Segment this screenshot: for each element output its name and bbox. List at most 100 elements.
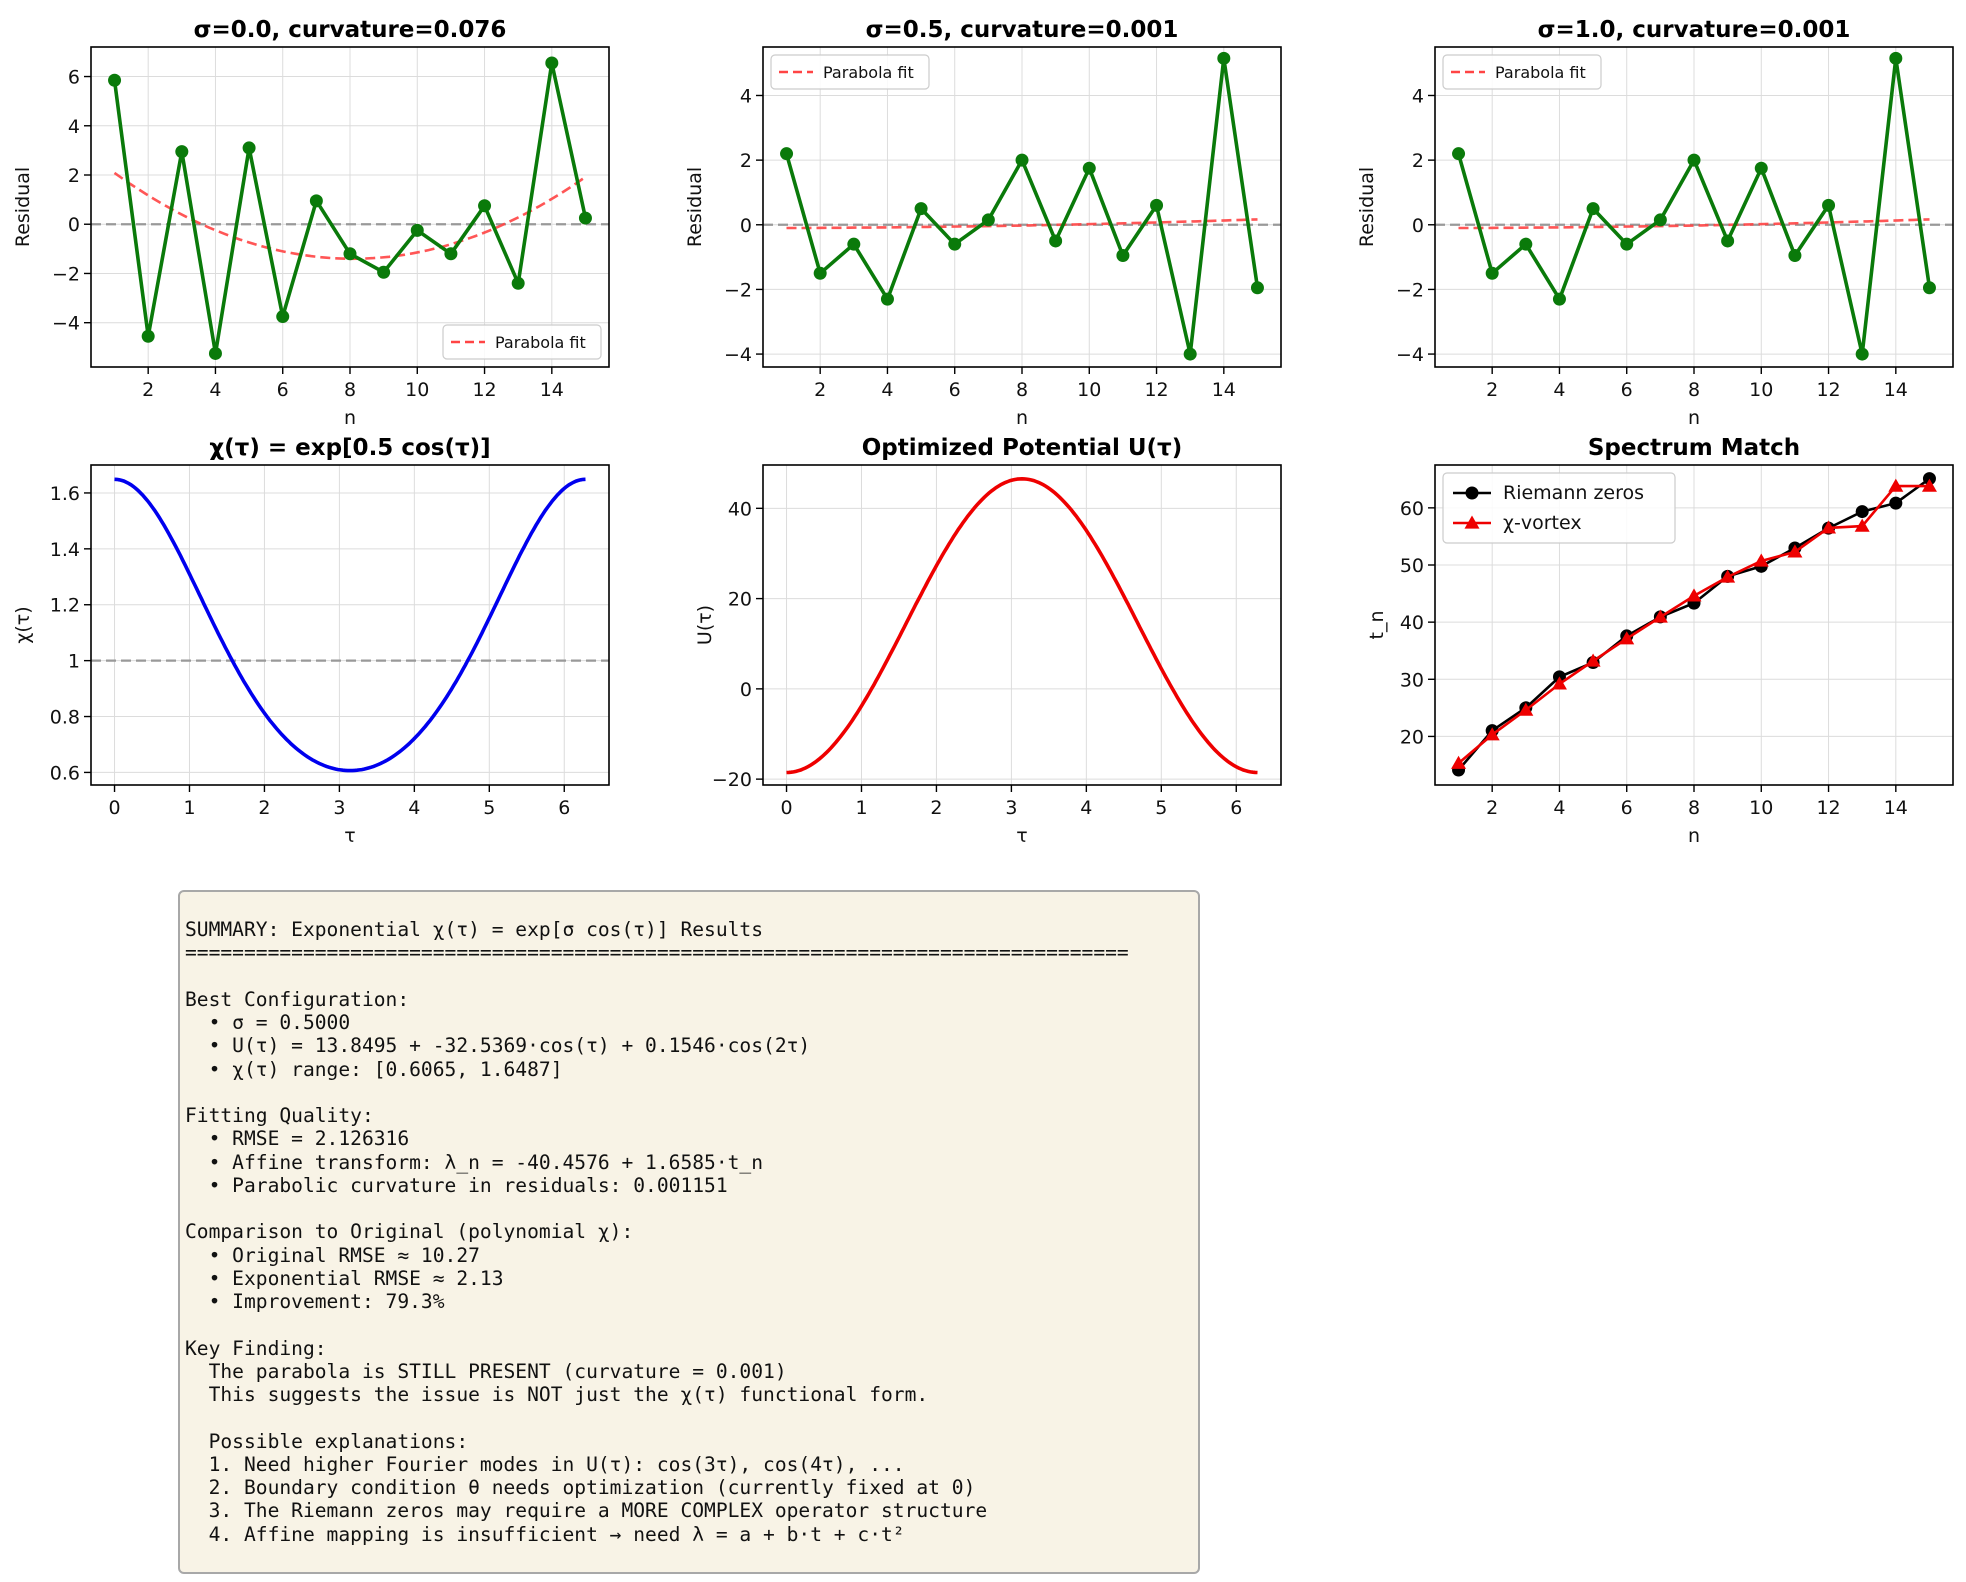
x-axis-label: n	[1688, 407, 1700, 429]
summary-line: Comparison to Original (polynomial χ):	[185, 1220, 634, 1244]
summary-line: • RMSE = 2.126316	[185, 1127, 410, 1151]
x-tick-label: 3	[1005, 797, 1017, 819]
residual-point	[1620, 237, 1634, 251]
vortex-point	[1451, 755, 1467, 769]
residual-point	[208, 346, 222, 360]
y-tick-label: 1	[68, 651, 80, 673]
y-tick-label: 2	[1412, 150, 1424, 172]
residual-point	[309, 194, 323, 208]
y-axis-label: Residual	[12, 167, 34, 247]
x-tick-label: 2	[142, 379, 154, 401]
residual-point	[343, 247, 357, 261]
x-tick-label: 1	[855, 797, 867, 819]
residual-point	[1150, 198, 1164, 212]
residual-point	[578, 211, 592, 225]
chart-potential-function: 0 1 2 3 4 5 6 −20 0 20 40 Optimized Potential U(τ) τ…	[694, 435, 1282, 847]
x-tick-label: 8	[1016, 379, 1028, 401]
x-axis-label: τ	[344, 825, 355, 847]
residual-point	[1822, 198, 1836, 212]
y-tick-label: 0	[1412, 215, 1424, 237]
legend-label: Parabola fit	[1495, 63, 1586, 82]
x-tick-label: 8	[344, 379, 356, 401]
axes-frame	[762, 464, 1282, 786]
residual-point	[948, 237, 962, 251]
residual-point	[1049, 234, 1063, 248]
y-tick-label: 60	[1400, 498, 1424, 520]
x-tick-label: 6	[558, 797, 570, 819]
x-tick-label: 14	[1884, 797, 1908, 819]
x-tick-label: 2	[258, 797, 270, 819]
residual-point	[1922, 281, 1936, 295]
residual-point	[478, 199, 492, 213]
residual-point	[1485, 266, 1499, 280]
x-tick-label: 6	[949, 379, 961, 401]
y-tick-label: 40	[728, 498, 752, 520]
x-tick-label: 10	[1077, 379, 1101, 401]
summary-line: Fitting Quality:	[185, 1104, 374, 1127]
summary-line: The parabola is STILL PRESENT (curvature…	[185, 1359, 787, 1383]
summary-line: 4. Affine mapping is insufficient → need…	[185, 1522, 905, 1546]
vortex-point	[1518, 702, 1534, 716]
plot-area	[91, 477, 609, 773]
vortex-point	[1551, 676, 1567, 690]
residual-point	[1552, 292, 1566, 306]
summary-line: 2. Boundary condition θ needs optimizati…	[185, 1476, 976, 1499]
x-tick-label: 4	[881, 379, 893, 401]
x-tick-label: 1	[183, 797, 195, 819]
residual-point	[981, 213, 995, 227]
legend: Riemann zeros χ-vortex	[1442, 472, 1676, 544]
summary-line: Key Finding:	[185, 1336, 327, 1360]
x-tick-label: 6	[1621, 797, 1633, 819]
legend-label: Parabola fit	[495, 333, 586, 352]
x-tick-label: 6	[1230, 797, 1242, 819]
x-tick-label: 2	[930, 797, 942, 819]
residual-point	[545, 56, 559, 70]
x-axis-label: n	[1016, 407, 1028, 429]
residual-point	[1082, 161, 1096, 175]
y-tick-label: 4	[740, 85, 752, 107]
chart-chi-function: 0 1 2 3 4 5 6 0.6 0.8 1 1.2 1.4 1.6 χ(τ) = exp[0.5 co…	[12, 435, 610, 847]
residual-point	[880, 292, 894, 306]
residual-point	[1586, 202, 1600, 216]
y-tick-label: −2	[52, 263, 80, 285]
summary-line: This suggests the issue is NOT just the …	[185, 1383, 929, 1406]
vortex-point	[1484, 727, 1500, 741]
x-tick-label: 12	[1816, 797, 1840, 819]
x-tick-label: 12	[1144, 379, 1168, 401]
x-tick-label: 4	[1080, 797, 1092, 819]
residual-point	[141, 329, 155, 343]
legend-box	[770, 54, 930, 90]
y-tick-label: −4	[1396, 344, 1424, 366]
x-tick-label: 0	[108, 797, 120, 819]
chart-title: σ=1.0, curvature=0.001	[1538, 17, 1851, 43]
y-tick-label: 20	[1400, 726, 1424, 748]
residual-point	[175, 145, 189, 159]
summary-line: 3. The Riemann zeros may require a MORE …	[185, 1499, 988, 1523]
chart-title: σ=0.5, curvature=0.001	[866, 17, 1179, 43]
x-tick-label: 14	[1212, 379, 1236, 401]
legend-label: Parabola fit	[823, 63, 914, 82]
x-tick-label: 4	[1553, 797, 1565, 819]
vortex-point	[1888, 478, 1904, 492]
legend-box	[1442, 54, 1602, 90]
y-tick-label: 2	[740, 150, 752, 172]
y-tick-label: −20	[712, 769, 752, 791]
chart-title: Optimized Potential U(τ)	[862, 435, 1183, 461]
vortex-point	[1854, 518, 1870, 532]
plot-area	[1435, 51, 1953, 361]
parabola-fit-line	[1458, 218, 1930, 230]
legend-label: Riemann zeros	[1503, 482, 1644, 504]
summary-line: • Improvement: 79.3%	[185, 1290, 445, 1313]
vortex-point	[1787, 544, 1803, 558]
y-tick-label: −4	[52, 313, 80, 335]
summary-line: • Exponential RMSE ≈ 2.13	[185, 1266, 504, 1290]
y-tick-label: 0.8	[50, 707, 80, 729]
y-axis-label: U(τ)	[694, 605, 716, 645]
vortex-point	[1585, 653, 1601, 667]
y-tick-label: 4	[68, 116, 80, 138]
x-tick-label: 14	[540, 379, 564, 401]
legend-marker	[1464, 515, 1480, 529]
y-tick-label: 50	[1400, 555, 1424, 577]
vortex-point	[1753, 553, 1769, 567]
